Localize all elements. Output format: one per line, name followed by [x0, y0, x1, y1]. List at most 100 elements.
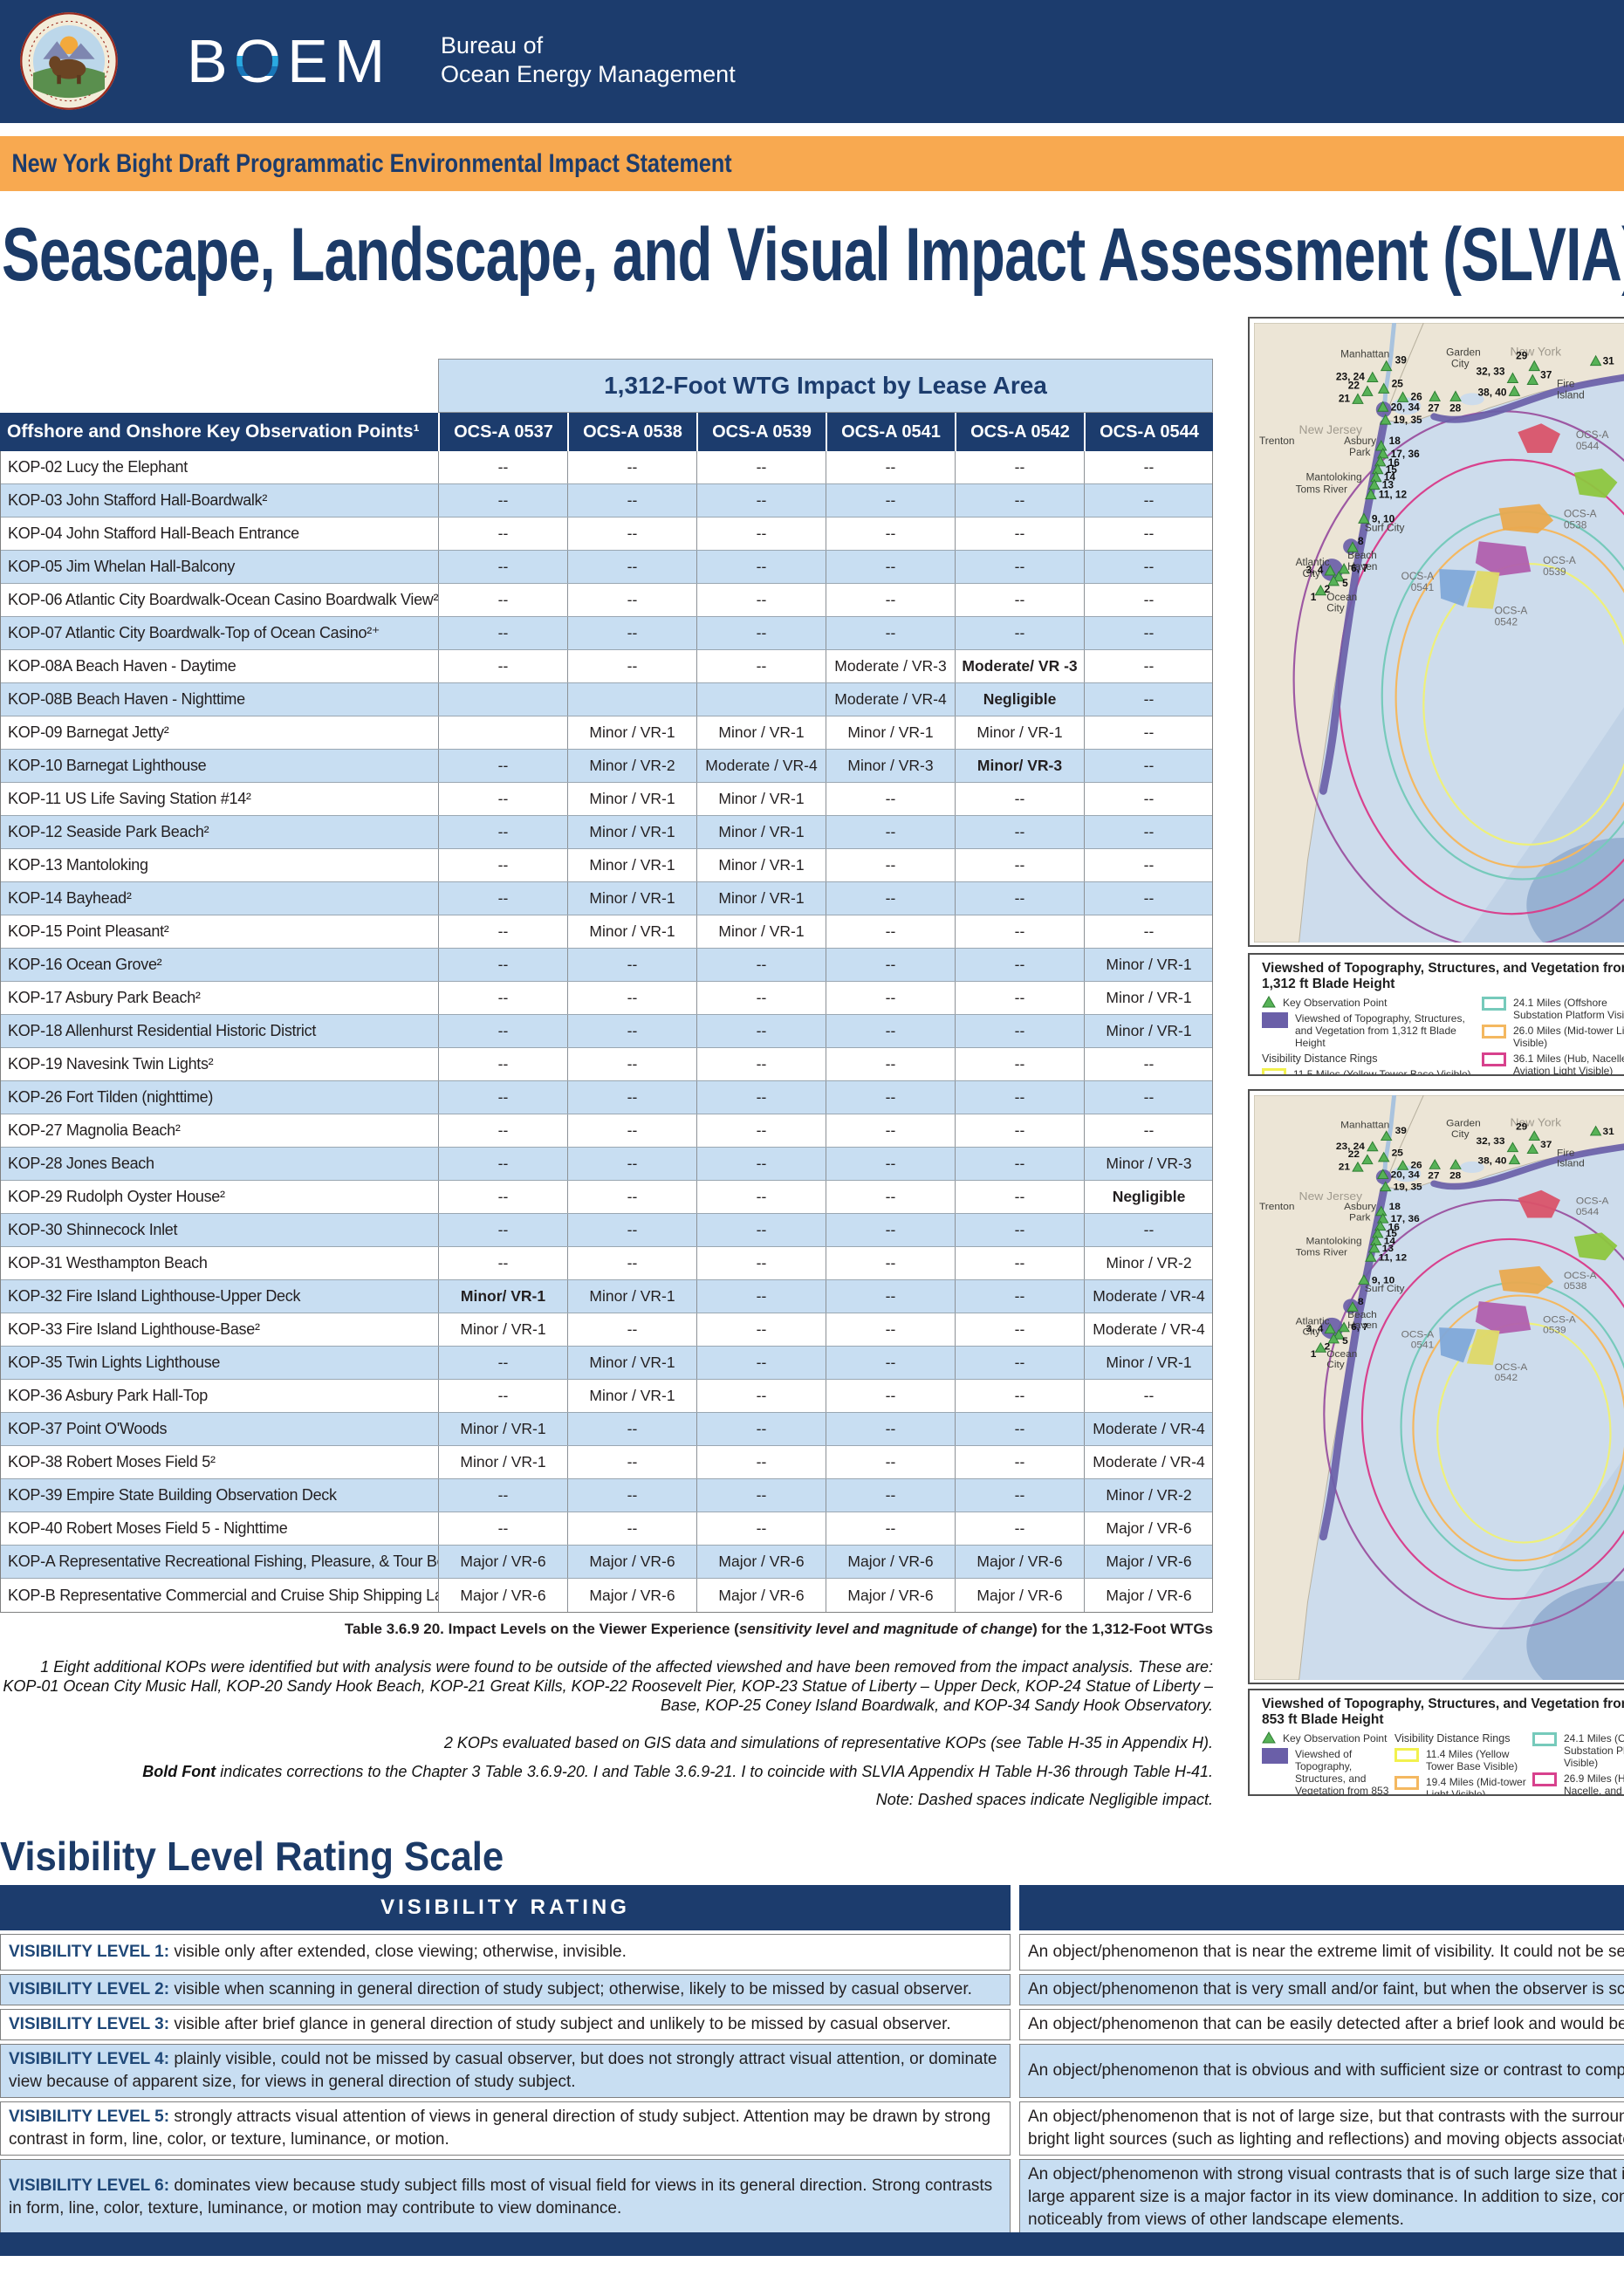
lease-area-label: 0539 — [1543, 1326, 1566, 1336]
kop-marker-number: 18 — [1389, 1202, 1401, 1212]
impact-value-cell: -- — [567, 1148, 696, 1180]
city-label: City — [1326, 1360, 1345, 1370]
kop-marker-number: 27 — [1428, 401, 1440, 414]
impact-value-cell: -- — [438, 1015, 567, 1047]
viewshed-map-1312ft: OCS-A 0544 OCS-A 0538 OCS-A 0539 OCS-A 0541 OCS-… — [1248, 317, 1624, 947]
impact-value-cell: -- — [438, 882, 567, 915]
table-row: KOP-08A Beach Haven - Daytime -- -- -- Moder… — [1, 650, 1212, 683]
rating-definition-cell: An object/phenomenon that is near the ex… — [1019, 1934, 1624, 1971]
impact-value-cell: -- — [955, 551, 1084, 583]
legend-label: 26.0 Miles (Mid-tower Light Visible) — [1513, 1025, 1624, 1049]
kop-marker-number: 14 — [1384, 471, 1396, 483]
table-row: KOP-05 Jim Whelan Hall-Balcony -- -- -- -- --… — [1, 551, 1212, 584]
rating-row: VISIBILITY LEVEL 4: plainly visible, cou… — [0, 2044, 1624, 2098]
ring-swatch-icon — [1394, 1748, 1419, 1762]
table-row: KOP-31 Westhampton Beach -- -- -- -- -- Minor … — [1, 1247, 1212, 1280]
impact-value-cell: -- — [1084, 551, 1213, 583]
kop-marker-number: 38, 40 — [1477, 1156, 1506, 1167]
impact-value-cell: -- — [696, 650, 826, 682]
impact-value-cell: -- — [567, 1479, 696, 1512]
impact-value-cell: -- — [438, 484, 567, 517]
lease-area-label: 0541 — [1411, 581, 1435, 593]
impact-value-cell: -- — [438, 617, 567, 649]
impact-value-cell: -- — [826, 1347, 955, 1379]
table-row: KOP-09 Barnegat Jetty² Minor / VR-1 Minor … — [1, 716, 1212, 750]
impact-value-cell: -- — [955, 1512, 1084, 1545]
legend-label: 24.1 Miles (Offshore Substation Platform… — [1513, 997, 1624, 1021]
kop-marker-number: 31 — [1603, 1127, 1615, 1137]
impact-value-cell: Minor / VR-1 — [567, 882, 696, 915]
legend-item: 36.1 Miles (Hub, Nacelle, and Aviation L… — [1482, 1052, 1624, 1074]
visibility-level-desc: visible after brief glance in general di… — [174, 2015, 951, 2033]
kop-marker-number: 39 — [1395, 1126, 1407, 1136]
boem-wordmark: BOEM — [187, 27, 392, 95]
kop-marker-number: 11, 12 — [1379, 1253, 1407, 1264]
city-label: Garden — [1446, 1119, 1481, 1129]
impact-value-cell: -- — [826, 1148, 955, 1180]
impact-value-cell: -- — [567, 650, 696, 682]
impact-value-cell: -- — [567, 982, 696, 1014]
impact-value-cell: -- — [1084, 518, 1213, 550]
rating-definition-cell: An object/phenomenon that is not of larg… — [1019, 2101, 1624, 2156]
impact-value-cell: Major / VR-6 — [955, 1546, 1084, 1578]
lease-area — [1498, 1265, 1554, 1294]
kop-marker — [1358, 1274, 1370, 1285]
kop-label: KOP-02 Lucy the Elephant — [8, 458, 188, 476]
lease-area — [1466, 1329, 1500, 1366]
impact-value-cell: Moderate / VR-4 — [1084, 1413, 1213, 1445]
visibility-level-label: VISIBILITY LEVEL 2: — [9, 1980, 175, 1998]
impact-value-cell: -- — [826, 484, 955, 517]
table-row: KOP-02 Lucy the Elephant -- -- -- -- -- -- — [1, 451, 1212, 484]
ring-swatch-icon — [1262, 1068, 1286, 1074]
kop-label: KOP-18 Allenhurst Residential Historic D… — [8, 1022, 317, 1039]
city-label: Trenton — [1259, 1202, 1295, 1212]
table-row: KOP-08B Beach Haven - Nighttime Moderate … — [1, 683, 1212, 716]
rating-row: VISIBILITY LEVEL 5: strongly attracts vi… — [0, 2101, 1624, 2156]
kop-marker-number: 22 — [1348, 1149, 1360, 1160]
impact-value-cell: -- — [567, 617, 696, 649]
kop-marker — [1346, 541, 1359, 552]
table-row: KOP-26 Fort Tilden (nighttime) -- -- -- -- --… — [1, 1081, 1212, 1114]
impact-value-cell: Minor / VR-1 — [567, 1347, 696, 1379]
impact-value-cell: -- — [567, 484, 696, 517]
impact-value-cell: -- — [438, 1048, 567, 1080]
impact-value-cell: Moderate / VR-4 — [1084, 1280, 1213, 1313]
program-banner: New York Bight Draft Programmatic Enviro… — [0, 136, 1624, 191]
kop-marker — [1589, 354, 1602, 367]
impact-value-cell — [696, 683, 826, 716]
city-label: Ocean — [1326, 1349, 1357, 1360]
ring-swatch-icon — [1394, 1776, 1419, 1790]
impact-value-cell: Major / VR-6 — [567, 1579, 696, 1612]
impact-value-cell: -- — [826, 1280, 955, 1313]
map-legend-1312ft: Viewshed of Topography, Structures, and … — [1248, 953, 1624, 1076]
impact-value-cell: -- — [567, 1413, 696, 1445]
lease-area-label: 0539 — [1543, 566, 1566, 578]
kop-label: KOP-19 Navesink Twin Lights² — [8, 1055, 214, 1073]
kop-label: KOP-17 Asbury Park Beach² — [8, 989, 201, 1006]
table-row: KOP-35 Twin Lights Lighthouse -- Minor / V… — [1, 1347, 1212, 1380]
kop-marker — [1327, 574, 1340, 586]
impact-value-cell: -- — [567, 1313, 696, 1346]
kop-marker-number: 39 — [1395, 354, 1408, 367]
impact-value-cell: -- — [826, 1214, 955, 1246]
viewshed-swatch-icon — [1262, 1748, 1288, 1764]
lease-area — [1439, 569, 1476, 607]
impact-value-cell: Minor / VR-1 — [826, 716, 955, 749]
impact-value-cell: -- — [696, 1413, 826, 1445]
visibility-level-label: VISIBILITY LEVEL 3: — [9, 2015, 175, 2033]
impact-value-cell: Minor / VR-1 — [567, 1280, 696, 1313]
legend-item: Viewshed of Topography, Structures, and … — [1262, 1011, 1482, 1049]
kop-marker — [1377, 1151, 1390, 1162]
kop-label: KOP-36 Asbury Park Hall-Top — [8, 1387, 208, 1404]
rating-definition-cell: An object/phenomenon that is obvious and… — [1019, 2044, 1624, 2098]
kop-label: KOP-15 Point Pleasant² — [8, 922, 169, 940]
rating-level-cell: VISIBILITY LEVEL 3: visible after brief … — [0, 2009, 1011, 2040]
impact-value-cell: -- — [438, 451, 567, 483]
lease-area-label: OCS-A — [1401, 570, 1435, 582]
impact-value-cell: -- — [955, 849, 1084, 881]
impact-value-cell: -- — [826, 1015, 955, 1047]
impact-value-cell: Moderate / VR-4 — [1084, 1313, 1213, 1346]
impact-value-cell: -- — [567, 551, 696, 583]
kop-marker — [1506, 372, 1519, 384]
impact-value-cell: Minor / VR-1 — [438, 1413, 567, 1445]
